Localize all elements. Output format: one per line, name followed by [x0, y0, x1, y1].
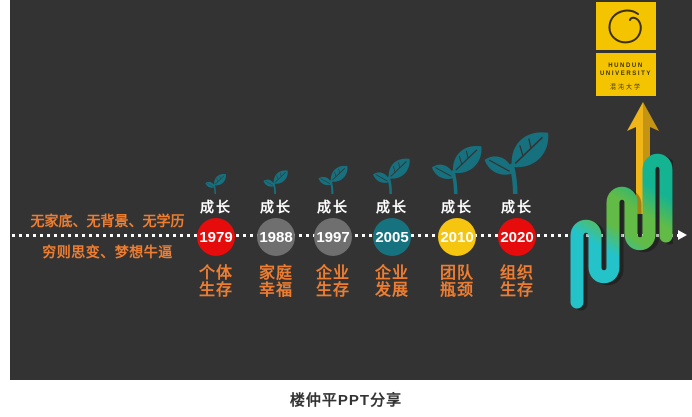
milestone-label-line1: 组织	[499, 265, 534, 282]
milestone-circle: 2005	[373, 218, 411, 256]
milestone-label-line1: 团队	[439, 265, 474, 282]
growth-label: 成长	[501, 199, 533, 215]
milestone-label-line2: 生存	[315, 282, 350, 299]
growth-label: 成长	[317, 199, 349, 215]
sprout-icon	[371, 155, 413, 194]
milestone-circle: 2020	[498, 218, 536, 256]
milestone-1979: 成长 1979 个体 生存	[176, 120, 256, 310]
logo-enso-block	[596, 2, 656, 50]
milestone-2010: 成长 2010 团队 瓶颈	[417, 120, 497, 310]
slide-canvas: 无家底、无背景、无学历 穷则思变、梦想牛逼 成长 1979 个体 生存 成长 1…	[10, 0, 692, 380]
milestone-label-line2: 生存	[499, 282, 534, 299]
enso-circle-icon	[608, 9, 642, 44]
growth-label: 成长	[441, 199, 473, 215]
milestone-circle: 1979	[197, 218, 235, 256]
logo-name-line2: UNIVERSITY	[599, 71, 652, 77]
milestone-label-line1: 家庭	[258, 265, 293, 282]
milestone-1997: 成长 1997 企业 生存	[293, 120, 373, 310]
milestone-circle: 2010	[438, 218, 476, 256]
logo-name-line1: HUNDUN	[608, 63, 644, 69]
intro-text: 无家底、无背景、无学历 穷则思变、梦想牛逼	[15, 211, 200, 262]
milestone-label-line2: 幸福	[258, 282, 293, 299]
sprout-icon	[481, 126, 554, 194]
logo-text-block: HUNDUN UNIVERSITY 混沌大学	[596, 53, 656, 96]
milestone-label-line2: 生存	[198, 282, 233, 299]
growth-label: 成长	[260, 199, 292, 215]
milestone-label-line2: 发展	[374, 282, 409, 299]
milestone-label-line2: 瓶颈	[439, 282, 474, 299]
logo-name-line3: 混沌大学	[609, 85, 642, 91]
intro-line-2: 穷则思变、梦想牛逼	[42, 244, 173, 260]
caption-text: 楼仲平PPT分享	[289, 392, 403, 409]
sprout-icon	[262, 168, 290, 194]
hundun-logo: HUNDUN UNIVERSITY 混沌大学	[596, 2, 656, 96]
intro-line-1: 无家底、无背景、无学历	[30, 213, 185, 229]
milestone-label-line1: 企业	[374, 265, 409, 282]
sprout-icon	[204, 172, 228, 194]
up-arrow-icon	[627, 102, 659, 214]
growth-label: 成长	[376, 199, 408, 215]
milestone-label-line1: 个体	[198, 265, 233, 282]
milestone-2005: 成长 2005 企业 发展	[352, 120, 432, 310]
milestone-1988: 成长 1988 家庭 幸福	[236, 120, 316, 310]
growth-wave-arrow-graphic	[570, 102, 673, 311]
milestone-label-line1: 企业	[315, 265, 350, 282]
sprout-icon	[317, 163, 350, 194]
timeline-arrow-icon	[678, 230, 687, 240]
milestone-2020: 成长 2020 组织 生存	[477, 120, 557, 310]
growth-label: 成长	[200, 199, 232, 215]
milestone-circle: 1988	[257, 218, 295, 256]
milestone-circle: 1997	[314, 218, 352, 256]
